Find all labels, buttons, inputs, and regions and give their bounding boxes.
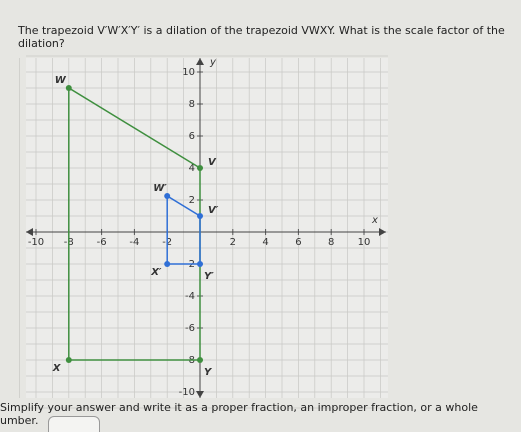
x-tick-label: -10 [28, 237, 44, 248]
vertex-label: Y′ [204, 271, 214, 282]
plot-area [26, 58, 388, 398]
instruction-line: Simplify your answer and write it as a p… [0, 401, 478, 414]
y-axis-label: y [209, 57, 217, 68]
vertex [164, 193, 171, 199]
x-tick-label: 10 [358, 237, 371, 248]
vertex [197, 357, 203, 363]
vertex-label: V′ [208, 205, 219, 216]
x-tick-label: -4 [129, 237, 139, 248]
y-tick-label: 10 [182, 67, 195, 78]
x-tick-label: 8 [328, 237, 334, 248]
vertex-label: X [52, 363, 62, 374]
vertex [197, 213, 203, 219]
y-tick-label: 6 [189, 131, 195, 142]
x-tick-label: -6 [97, 237, 107, 248]
y-tick-label: -10 [179, 387, 195, 398]
y-tick-label: -6 [185, 323, 195, 334]
x-tick-label: 6 [295, 237, 301, 248]
y-tick-label: 4 [189, 163, 195, 174]
vertex [197, 261, 203, 267]
vertex-label: V [208, 157, 217, 168]
vertex-label: X′ [150, 267, 162, 278]
vertex [65, 85, 72, 91]
x-tick-label: 2 [230, 237, 236, 248]
answer-box[interactable] [48, 416, 100, 432]
x-tick-label: 4 [262, 237, 268, 248]
vertex-label: Y [204, 367, 213, 378]
vertex-label: W′ [153, 183, 167, 194]
question-line: dilation? [18, 37, 65, 50]
vertex [197, 165, 203, 171]
vertex-label: W [55, 75, 67, 86]
vertex [65, 357, 72, 363]
vertex [164, 261, 171, 267]
y-tick-label: 2 [189, 195, 195, 206]
question-line: The trapezoid V′W′X′Y′ is a dilation of … [18, 24, 505, 37]
instruction-line: umber. [0, 414, 39, 427]
y-tick-label: 8 [189, 99, 195, 110]
x-axis-label: x [371, 215, 378, 226]
y-tick-label: -4 [185, 291, 195, 302]
